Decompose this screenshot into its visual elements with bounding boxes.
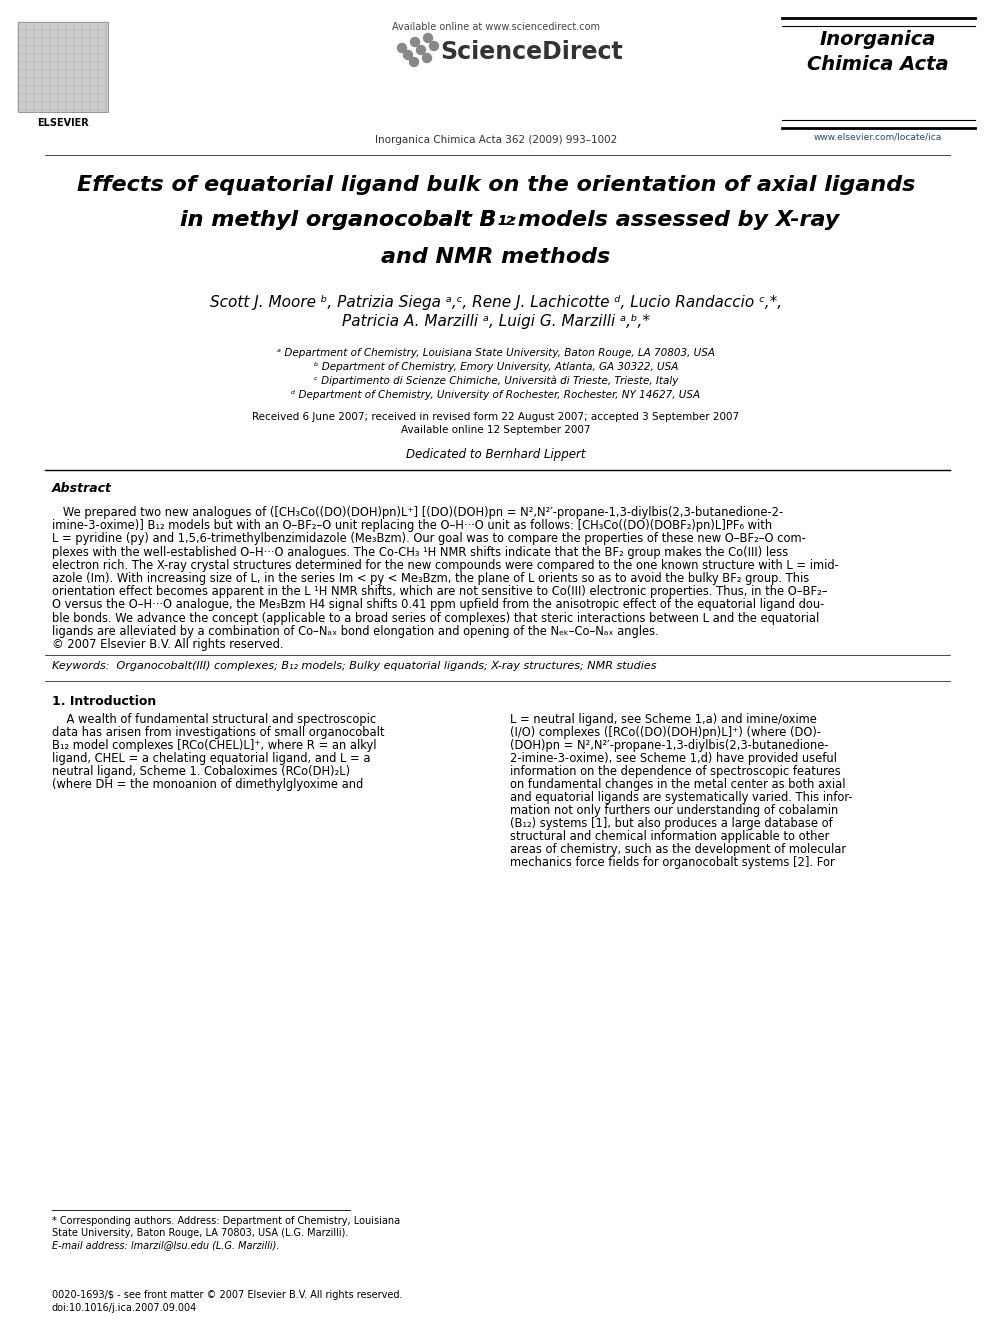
Text: L = neutral ligand, see Scheme 1,a) and imine/oxime: L = neutral ligand, see Scheme 1,a) and …: [510, 713, 816, 726]
Text: Scott J. Moore ᵇ, Patrizia Siega ᵃ,ᶜ, Rene J. Lachicotte ᵈ, Lucio Randaccio ᶜ,*,: Scott J. Moore ᵇ, Patrizia Siega ᵃ,ᶜ, Re…: [210, 295, 782, 310]
Text: A wealth of fundamental structural and spectroscopic: A wealth of fundamental structural and s…: [52, 713, 376, 726]
Text: Abstract: Abstract: [52, 482, 112, 495]
Text: electron rich. The X-ray crystal structures determined for the new compounds wer: electron rich. The X-ray crystal structu…: [52, 558, 839, 572]
Text: models assessed by X-ray: models assessed by X-ray: [510, 210, 839, 230]
Circle shape: [404, 50, 413, 60]
Circle shape: [411, 37, 420, 46]
Text: B₁₂ model complexes [RCo(CHEL)L]⁺, where R = an alkyl: B₁₂ model complexes [RCo(CHEL)L]⁺, where…: [52, 740, 377, 753]
Text: mechanics force fields for organocobalt systems [2]. For: mechanics force fields for organocobalt …: [510, 856, 834, 869]
Text: information on the dependence of spectroscopic features: information on the dependence of spectro…: [510, 765, 841, 778]
Text: doi:10.1016/j.ica.2007.09.004: doi:10.1016/j.ica.2007.09.004: [52, 1303, 197, 1312]
Text: 12: 12: [497, 216, 515, 228]
Text: plexes with the well-established O–H···O analogues. The Co-CH₃ ¹H NMR shifts ind: plexes with the well-established O–H···O…: [52, 545, 789, 558]
Text: L = pyridine (py) and 1,5,6-trimethylbenzimidazole (Me₃Bzm). Our goal was to com: L = pyridine (py) and 1,5,6-trimethylben…: [52, 532, 806, 545]
Text: (I/O) complexes ([RCo((DO)(DOH)pn)L]⁺) (where (DO)-: (I/O) complexes ([RCo((DO)(DOH)pn)L]⁺) (…: [510, 726, 821, 740]
Text: 2-imine-3-oxime), see Scheme 1,d) have provided useful: 2-imine-3-oxime), see Scheme 1,d) have p…: [510, 753, 837, 765]
Circle shape: [410, 57, 419, 66]
Text: ligand, CHEL = a chelating equatorial ligand, and L = a: ligand, CHEL = a chelating equatorial li…: [52, 753, 370, 765]
Text: ᵈ Department of Chemistry, University of Rochester, Rochester, NY 14627, USA: ᵈ Department of Chemistry, University of…: [292, 390, 700, 400]
Text: ble bonds. We advance the concept (applicable to a broad series of complexes) th: ble bonds. We advance the concept (appli…: [52, 611, 819, 624]
Text: areas of chemistry, such as the development of molecular: areas of chemistry, such as the developm…: [510, 843, 846, 856]
Text: ᵃ Department of Chemistry, Louisiana State University, Baton Rouge, LA 70803, US: ᵃ Department of Chemistry, Louisiana Sta…: [277, 348, 715, 359]
Text: and equatorial ligands are systematically varied. This infor-: and equatorial ligands are systematicall…: [510, 791, 852, 804]
Bar: [18, 22, 108, 112]
Text: www.elsevier.com/locate/ica: www.elsevier.com/locate/ica: [813, 132, 942, 142]
Text: orientation effect becomes apparent in the L ¹H NMR shifts, which are not sensit: orientation effect becomes apparent in t…: [52, 585, 827, 598]
Text: mation not only furthers our understanding of cobalamin: mation not only furthers our understandi…: [510, 804, 838, 818]
Text: Dedicated to Bernhard Lippert: Dedicated to Bernhard Lippert: [407, 448, 585, 460]
Text: in methyl organocobalt B: in methyl organocobalt B: [180, 210, 496, 230]
Text: Inorganica: Inorganica: [819, 30, 936, 49]
Text: neutral ligand, Scheme 1. Cobaloximes (RCo(DH)₂L): neutral ligand, Scheme 1. Cobaloximes (R…: [52, 765, 350, 778]
Text: ScienceDirect: ScienceDirect: [440, 40, 623, 64]
Text: State University, Baton Rouge, LA 70803, USA (L.G. Marzilli).: State University, Baton Rouge, LA 70803,…: [52, 1228, 348, 1238]
Text: azole (Im). With increasing size of L, in the series Im < py < Me₃Bzm, the plane: azole (Im). With increasing size of L, i…: [52, 572, 809, 585]
Text: ELSEVIER: ELSEVIER: [37, 118, 89, 128]
Text: (DOH)pn = N²,N²′-propane-1,3-diylbis(2,3-butanedione-: (DOH)pn = N²,N²′-propane-1,3-diylbis(2,3…: [510, 740, 828, 753]
Text: Patricia A. Marzilli ᵃ, Luigi G. Marzilli ᵃ,ᵇ,*: Patricia A. Marzilli ᵃ, Luigi G. Marzill…: [342, 314, 650, 329]
Text: and NMR methods: and NMR methods: [381, 247, 611, 267]
Text: © 2007 Elsevier B.V. All rights reserved.: © 2007 Elsevier B.V. All rights reserved…: [52, 638, 284, 651]
Text: (where DH = the monoanion of dimethylglyoxime and: (where DH = the monoanion of dimethylgly…: [52, 778, 363, 791]
Text: O versus the O–H···O analogue, the Me₃Bzm H4 signal shifts 0.41 ppm upfield from: O versus the O–H···O analogue, the Me₃Bz…: [52, 598, 824, 611]
Text: structural and chemical information applicable to other: structural and chemical information appl…: [510, 831, 829, 843]
Text: Available online 12 September 2007: Available online 12 September 2007: [401, 425, 591, 435]
Text: ligands are alleviated by a combination of Co–Nₐₓ bond elongation and opening of: ligands are alleviated by a combination …: [52, 624, 659, 638]
Circle shape: [417, 45, 426, 54]
Text: Chimica Acta: Chimica Acta: [807, 56, 948, 74]
Text: We prepared two new analogues of ([CH₃Co((DO)(DOH)pn)L⁺] [(DO)(DOH)pn = N²,N²′-p: We prepared two new analogues of ([CH₃Co…: [52, 505, 783, 519]
Circle shape: [424, 33, 433, 42]
Text: Available online at www.sciencedirect.com: Available online at www.sciencedirect.co…: [392, 22, 600, 32]
Text: 0020-1693/$ - see front matter © 2007 Elsevier B.V. All rights reserved.: 0020-1693/$ - see front matter © 2007 El…: [52, 1290, 403, 1301]
Circle shape: [430, 41, 438, 50]
Text: ᵇ Department of Chemistry, Emory University, Atlanta, GA 30322, USA: ᵇ Department of Chemistry, Emory Univers…: [313, 363, 679, 372]
Text: Keywords:  Organocobalt(III) complexes; B₁₂ models; Bulky equatorial ligands; X-: Keywords: Organocobalt(III) complexes; B…: [52, 662, 657, 671]
Circle shape: [423, 53, 432, 62]
Text: on fundamental changes in the metal center as both axial: on fundamental changes in the metal cent…: [510, 778, 845, 791]
Text: Inorganica Chimica Acta 362 (2009) 993–1002: Inorganica Chimica Acta 362 (2009) 993–1…: [375, 135, 617, 146]
Circle shape: [398, 44, 407, 53]
Text: in methyl organocobalt B: in methyl organocobalt B: [180, 210, 496, 230]
Text: * Corresponding authors. Address: Department of Chemistry, Louisiana: * Corresponding authors. Address: Depart…: [52, 1216, 400, 1226]
Text: in methyl organocobalt B₁₂ models assessed by X-ray: in methyl organocobalt B₁₂ models assess…: [164, 210, 828, 230]
Text: Effects of equatorial ligand bulk on the orientation of axial ligands: Effects of equatorial ligand bulk on the…: [76, 175, 916, 194]
Text: 12: 12: [497, 214, 516, 228]
Text: imine-3-oxime)] B₁₂ models but with an O–BF₂–O unit replacing the O–H···O unit a: imine-3-oxime)] B₁₂ models but with an O…: [52, 519, 772, 532]
Text: E-mail address: lmarzil@lsu.edu (L.G. Marzilli).: E-mail address: lmarzil@lsu.edu (L.G. Ma…: [52, 1240, 280, 1250]
Text: data has arisen from investigations of small organocobalt: data has arisen from investigations of s…: [52, 726, 385, 740]
Text: 1. Introduction: 1. Introduction: [52, 695, 157, 708]
Text: ᶜ Dipartimento di Scienze Chimiche, Università di Trieste, Trieste, Italy: ᶜ Dipartimento di Scienze Chimiche, Univ…: [313, 376, 679, 386]
Text: Received 6 June 2007; received in revised form 22 August 2007; accepted 3 Septem: Received 6 June 2007; received in revise…: [252, 411, 740, 422]
Text: (B₁₂) systems [1], but also produces a large database of: (B₁₂) systems [1], but also produces a l…: [510, 818, 832, 831]
